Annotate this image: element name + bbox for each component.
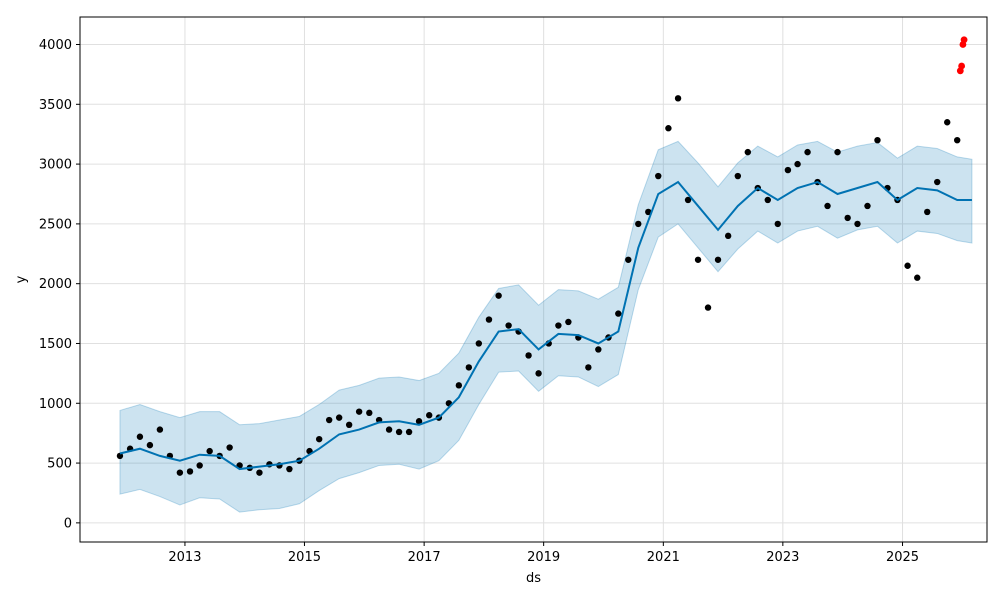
observed-point [824,202,831,210]
observed-point [206,447,213,455]
recent-points [956,36,968,75]
observed-point [415,418,423,425]
recent-point [958,62,966,70]
x-tick-label: 2021 [647,550,680,565]
observed-point [615,310,622,317]
observed-point [485,316,493,323]
y-tick-label: 1500 [39,337,72,352]
observed-point [226,444,233,451]
observed-point [914,274,921,281]
observed-point [176,469,184,476]
observed-point [156,426,164,433]
observed-point [764,196,771,204]
observed-point [256,469,263,476]
observed-point [116,452,124,460]
x-tick-label: 2013 [168,550,201,565]
observed-point [684,196,692,204]
y-tick-label: 2500 [39,217,72,232]
observed-point [335,414,343,421]
observed-point [355,408,363,415]
observed-point [286,465,293,473]
x-tick-label: 2019 [527,550,560,565]
observed-point [834,148,841,156]
observed-point [345,421,353,429]
observed-point [405,428,413,436]
observed-point [325,416,333,424]
observed-point [395,428,403,436]
observed-point [774,220,781,228]
forecast-line [119,180,972,471]
observed-point [465,364,473,371]
observed-point [665,125,672,132]
observed-point [525,352,532,359]
observed-point [934,178,941,186]
plot-frame [79,16,988,543]
observed-point [924,208,931,216]
observed-point [625,256,632,263]
y-tick-label: 3000 [39,158,72,173]
observed-point [315,435,323,443]
y-axis-title: y [14,275,29,283]
observed-point [694,256,702,263]
observed-point [455,382,463,389]
y-tick-label: 3500 [39,98,72,113]
x-tick-label: 2023 [766,550,799,565]
observed-point [635,220,642,228]
y-tick-label: 1000 [39,397,72,412]
observed-point [475,340,483,347]
observed-point [555,322,562,329]
observed-point [744,148,752,156]
observed-point [146,441,154,449]
observed-point [674,95,682,102]
observed-point [535,370,542,377]
observed-point [136,433,144,440]
observed-point [385,426,393,433]
observed-point [844,214,851,222]
observed-point [804,148,811,156]
observed-point [585,364,592,371]
forecast-line-group [119,180,972,471]
observed-point [655,172,662,180]
y-tick-label: 500 [47,457,72,472]
uncertainty-band [119,140,973,513]
y-tick-label: 2000 [39,277,72,292]
observed-point [495,292,502,299]
observed-point [505,322,512,329]
observed-point [595,346,602,353]
observed-point [794,160,801,168]
x-axis: 2013 2015 2017 2019 2021 2023 2025 [168,542,919,565]
x-tick-label: 2025 [886,550,919,565]
y-axis: 0 500 1000 1500 2000 2500 3000 3500 4000 [39,38,80,531]
observed-point [366,409,373,417]
observed-point [784,166,792,174]
observed-point [904,262,911,269]
observed-point [864,202,871,210]
observed-point [944,119,951,126]
observed-point [565,318,572,326]
observed-point [196,462,203,469]
x-tick-label: 2015 [288,550,321,565]
y-tick-label: 0 [64,516,72,531]
observed-point [714,256,722,263]
observed-point [186,468,194,475]
observed-point [426,412,433,419]
observed-point [704,304,712,311]
observed-point [724,232,732,240]
observed-point [874,136,881,144]
y-tick-label: 4000 [39,38,72,53]
observed-point [854,220,861,228]
recent-point [960,36,968,44]
observed-point [645,208,652,216]
observed-point [954,136,961,144]
observed-point [734,172,742,180]
uncertainty-interval-area [119,140,973,513]
x-axis-title: ds [526,571,541,586]
x-tick-label: 2017 [408,550,441,565]
